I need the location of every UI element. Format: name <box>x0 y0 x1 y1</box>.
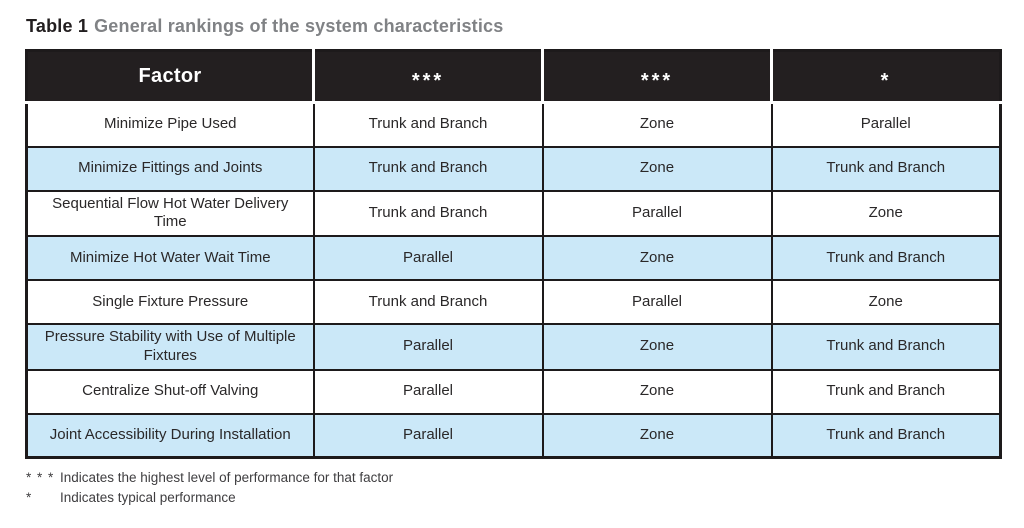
header-cell-three-stars-1: *** <box>312 50 543 104</box>
three-star-rating-icon: *** <box>411 70 445 92</box>
table-row: Joint Accessibility During Installation … <box>25 412 1002 459</box>
rankings-table: Factor *** *** * Minimize Pipe Used Trun… <box>25 49 1002 459</box>
ranking-cell: Zone <box>770 279 1002 325</box>
ranking-cell: Zone <box>770 189 1002 237</box>
ranking-cell: Parallel <box>312 412 544 459</box>
table-row: Minimize Fittings and Joints Trunk and B… <box>25 145 1002 192</box>
footnote-typical-performance: * Indicates typical performance <box>26 488 1000 508</box>
three-star-rating-icon: *** <box>640 70 674 92</box>
ranking-cell: Trunk and Branch <box>312 189 544 237</box>
header-cell-one-star: * <box>770 50 1001 104</box>
ranking-cell: Zone <box>541 412 773 459</box>
table-row: Pressure Stability with Use of Multiple … <box>25 323 1002 371</box>
header-cell-factor: Factor <box>26 50 314 104</box>
table-caption: General rankings of the system character… <box>94 16 504 36</box>
factor-cell: Centralize Shut-off Valving <box>25 368 315 415</box>
ranking-cell: Zone <box>541 235 773 281</box>
table-number-label: Table 1 <box>26 16 89 36</box>
footnote-highest-performance: * * * Indicates the highest level of per… <box>26 468 1000 488</box>
factor-cell: Sequential Flow Hot Water Delivery Time <box>25 189 315 237</box>
header-row: Factor *** *** * <box>26 50 1001 104</box>
ranking-cell: Parallel <box>541 189 773 237</box>
table-row: Minimize Pipe Used Trunk and Branch Zone… <box>25 101 1002 148</box>
factor-cell: Minimize Fittings and Joints <box>25 145 315 192</box>
factor-cell: Minimize Hot Water Wait Time <box>25 235 315 281</box>
header-cell-three-stars-2: *** <box>541 50 772 104</box>
ranking-cell: Trunk and Branch <box>312 279 544 325</box>
one-star-footnote-symbol: * <box>26 489 33 505</box>
ranking-cell: Trunk and Branch <box>312 101 544 148</box>
footnote-text: Indicates typical performance <box>60 489 236 505</box>
one-star-rating-icon: * <box>880 70 892 92</box>
ranking-cell: Zone <box>541 145 773 192</box>
ranking-cell: Parallel <box>312 235 544 281</box>
footnotes: * * * Indicates the highest level of per… <box>26 468 1000 507</box>
page-title: Table 1 General rankings of the system ch… <box>26 16 1000 37</box>
ranking-cell: Parallel <box>312 323 544 371</box>
ranking-cell: Trunk and Branch <box>770 235 1002 281</box>
ranking-cell: Trunk and Branch <box>770 145 1002 192</box>
ranking-cell: Zone <box>541 323 773 371</box>
three-star-footnote-symbol: * * * <box>26 470 55 485</box>
ranking-cell: Parallel <box>541 279 773 325</box>
footnote-text: Indicates the highest level of performan… <box>60 470 394 485</box>
ranking-cell: Zone <box>541 101 773 148</box>
ranking-cell: Zone <box>541 368 773 415</box>
ranking-cell: Parallel <box>312 368 544 415</box>
factor-cell: Joint Accessibility During Installation <box>25 412 315 459</box>
ranking-cell: Parallel <box>770 101 1002 148</box>
table-row: Minimize Hot Water Wait Time Parallel Zo… <box>25 235 1002 281</box>
table-header: Factor *** *** * <box>26 50 1001 104</box>
factor-cell: Minimize Pipe Used <box>25 101 315 148</box>
factor-header-label: Factor <box>138 65 202 87</box>
table-row: Centralize Shut-off Valving Parallel Zon… <box>25 368 1002 415</box>
ranking-cell: Trunk and Branch <box>770 323 1002 371</box>
factor-cell: Pressure Stability with Use of Multiple … <box>25 323 315 371</box>
table-body: Minimize Pipe Used Trunk and Branch Zone… <box>25 101 1002 459</box>
table-row: Single Fixture Pressure Trunk and Branch… <box>25 279 1002 325</box>
ranking-cell: Trunk and Branch <box>312 145 544 192</box>
factor-cell: Single Fixture Pressure <box>25 279 315 325</box>
ranking-cell: Trunk and Branch <box>770 412 1002 459</box>
table-row: Sequential Flow Hot Water Delivery Time … <box>25 189 1002 237</box>
ranking-cell: Trunk and Branch <box>770 368 1002 415</box>
